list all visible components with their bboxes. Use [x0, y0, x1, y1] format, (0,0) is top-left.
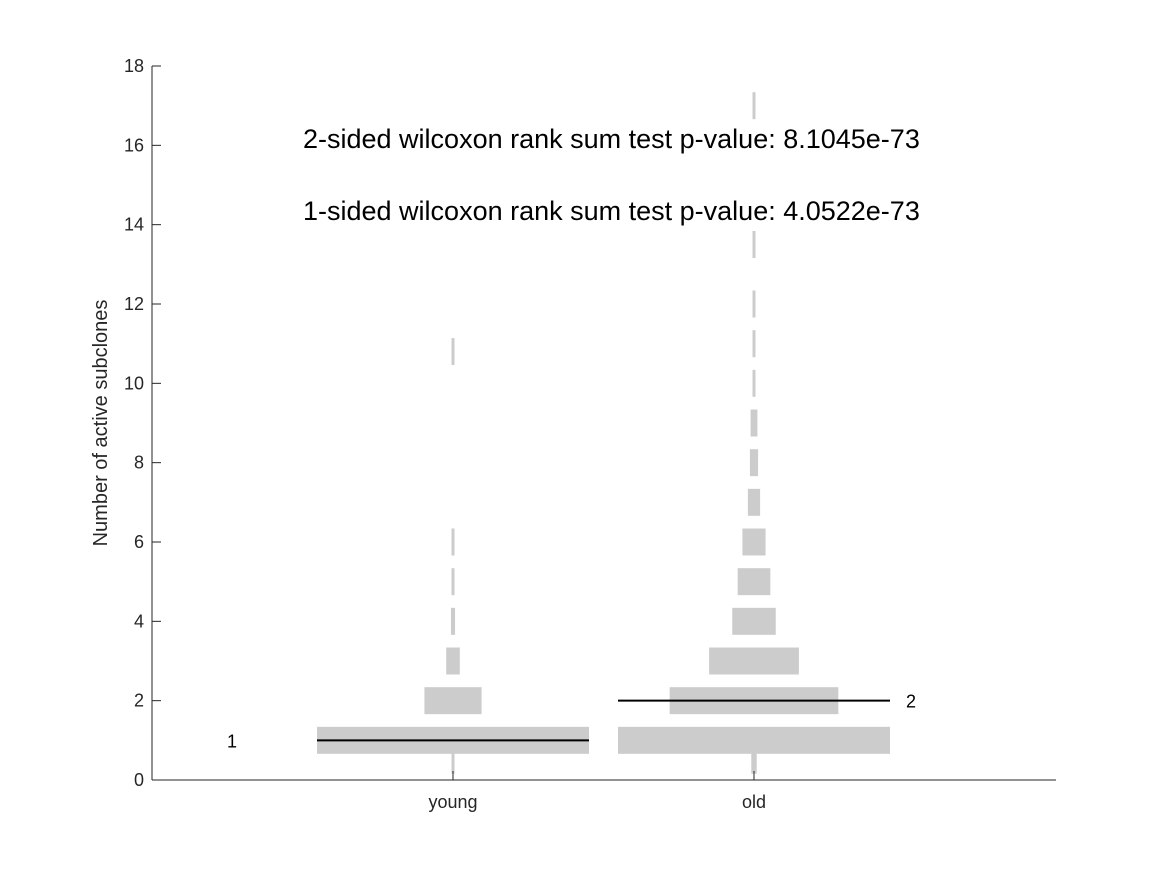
violin-bin — [752, 369, 756, 397]
x-ticks: young old — [428, 771, 766, 812]
violin-bin — [749, 449, 759, 477]
violin-bin — [732, 607, 776, 635]
annotation-two-sided: 2-sided wilcoxon rank sum test p-value: … — [303, 124, 920, 154]
y-axis-label: Number of active subclones — [90, 300, 112, 547]
annotation-one-sided: 1-sided wilcoxon rank sum test p-value: … — [303, 196, 920, 226]
violin-bin — [446, 647, 460, 675]
y-tick-label: 12 — [124, 294, 144, 314]
violin-bin — [737, 568, 771, 596]
violin-bin — [618, 726, 890, 754]
violin-bin — [451, 568, 455, 596]
y-tick-label: 8 — [134, 453, 144, 473]
violin-bin — [752, 231, 756, 258]
violin-bin — [424, 687, 482, 715]
violin-bin — [709, 647, 799, 675]
y-tick-label: 16 — [124, 135, 144, 155]
y-tick-label: 0 — [134, 770, 144, 790]
violin-bin — [752, 290, 756, 318]
violin-bin — [451, 338, 455, 366]
violin-bin — [747, 488, 761, 516]
violin-bin — [451, 746, 455, 774]
y-ticks: 0 2 4 6 8 10 12 14 16 18 — [124, 56, 161, 790]
violin-bin — [752, 92, 756, 120]
y-tick-label: 18 — [124, 56, 144, 76]
axes-layer — [151, 66, 1056, 781]
violin-bin — [751, 746, 757, 774]
x-tick-label: old — [742, 792, 766, 812]
violin-bin — [451, 528, 455, 556]
median-label: 1 — [227, 731, 237, 751]
violin-bin — [450, 607, 456, 635]
y-tick-label: 10 — [124, 373, 144, 393]
medians-layer: 12 — [227, 692, 916, 752]
y-tick-label: 2 — [134, 691, 144, 711]
violin-bin — [752, 330, 756, 358]
y-tick-label: 4 — [134, 611, 144, 631]
median-label: 2 — [906, 692, 916, 712]
x-tick-label: young — [428, 792, 477, 812]
y-tick-label: 6 — [134, 532, 144, 552]
y-tick-label: 14 — [124, 215, 144, 235]
violin-bin — [750, 409, 758, 437]
violins-layer — [317, 92, 890, 774]
violin-bin — [742, 528, 766, 556]
